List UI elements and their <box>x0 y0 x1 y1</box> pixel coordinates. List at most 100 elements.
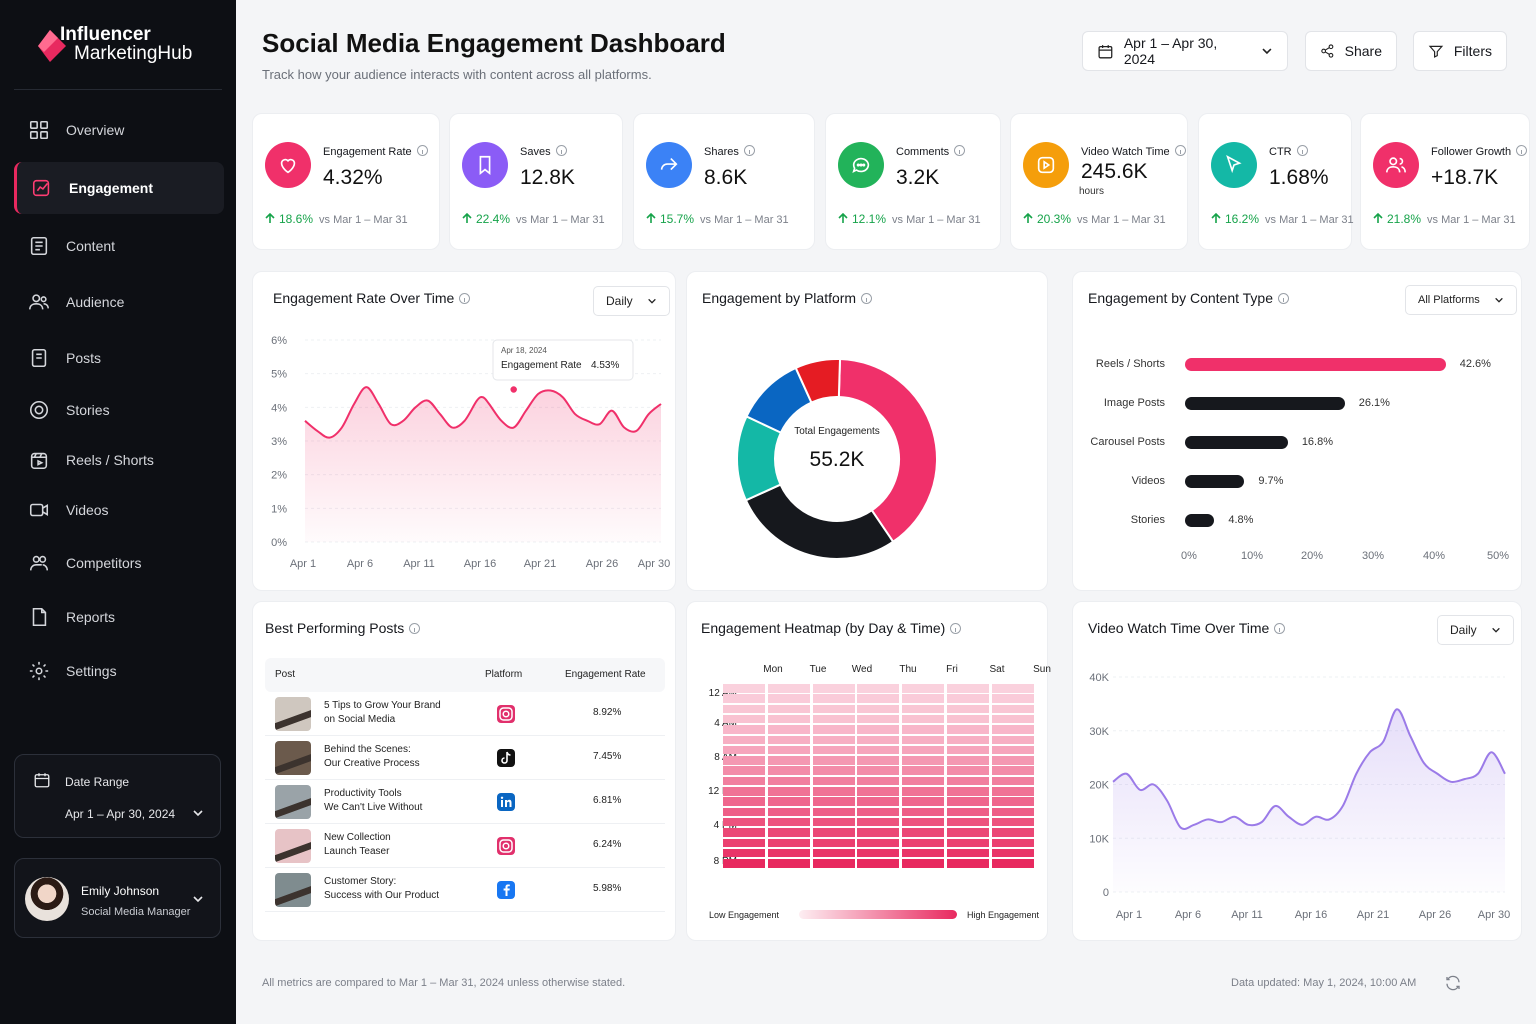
heatmap-cell[interactable] <box>947 766 989 775</box>
heatmap-cell[interactable] <box>767 848 810 858</box>
heatmap-cell[interactable] <box>723 766 765 775</box>
heatmap-cell[interactable] <box>947 735 989 744</box>
heatmap-cell[interactable] <box>947 787 989 796</box>
heatmap-cell[interactable] <box>857 684 900 693</box>
heatmap-cell[interactable] <box>947 756 989 765</box>
info-icon[interactable] <box>416 145 428 156</box>
kpi-card-comments[interactable]: Comments 3.2K 12.1% vs Mar 1 – Mar 31 <box>825 113 1001 250</box>
heatmap-cell[interactable] <box>902 859 945 868</box>
info-icon[interactable] <box>409 623 421 634</box>
heatmap-cell[interactable] <box>857 714 900 724</box>
heatmap-cell[interactable] <box>812 797 855 806</box>
info-icon[interactable] <box>555 145 567 156</box>
heatmap-cell[interactable] <box>902 828 945 837</box>
heatmap-cell[interactable] <box>857 704 900 714</box>
heatmap-cell[interactable] <box>723 807 765 817</box>
heatmap-cell[interactable] <box>723 684 765 693</box>
heatmap-cell[interactable] <box>812 848 855 858</box>
heatmap-cell[interactable] <box>723 745 765 755</box>
video-period-select[interactable]: Daily <box>1437 615 1514 645</box>
heatmap-cell[interactable] <box>991 787 1034 796</box>
heatmap-cell[interactable] <box>812 828 855 837</box>
heatmap-cell[interactable] <box>723 817 765 827</box>
heatmap-cell[interactable] <box>767 838 810 847</box>
date-range-picker[interactable]: Apr 1 – Apr 30, 2024 <box>1082 31 1288 71</box>
heatmap-cell[interactable] <box>991 735 1034 744</box>
sidebar-item-posts[interactable]: Posts <box>14 332 224 384</box>
kpi-card-video-watch-time[interactable]: Video Watch Time 245.6K hours 20.3% vs Mar 1… <box>1010 113 1188 250</box>
heatmap-cell[interactable] <box>991 828 1034 837</box>
heatmap-cell[interactable] <box>902 787 945 796</box>
heatmap-cell[interactable] <box>812 817 855 827</box>
heatmap-cell[interactable] <box>723 848 765 858</box>
heatmap-cell[interactable] <box>991 817 1034 827</box>
heatmap-cell[interactable] <box>947 828 989 837</box>
platform-filter-select[interactable]: All Platforms <box>1405 285 1517 315</box>
filters-button[interactable]: Filters <box>1413 31 1507 71</box>
heatmap-cell[interactable] <box>902 797 945 806</box>
heatmap-cell[interactable] <box>767 725 810 734</box>
content-bar-row[interactable]: Videos 9.7% <box>1073 472 1513 492</box>
sidebar-item-videos[interactable]: Videos <box>14 484 224 536</box>
heatmap-cell[interactable] <box>991 694 1034 703</box>
content-bar-row[interactable]: Carousel Posts 16.8% <box>1073 433 1513 453</box>
info-icon[interactable] <box>1274 623 1286 634</box>
heatmap-cell[interactable] <box>902 684 945 693</box>
heatmap-cell[interactable] <box>991 797 1034 806</box>
heatmap-cell[interactable] <box>767 704 810 714</box>
heatmap-cell[interactable] <box>902 848 945 858</box>
heatmap-cell[interactable] <box>991 838 1034 847</box>
heatmap-cell[interactable] <box>723 725 765 734</box>
heatmap-cell[interactable] <box>857 745 900 755</box>
heatmap-cell[interactable] <box>723 859 765 868</box>
heatmap-cell[interactable] <box>767 776 810 786</box>
table-row[interactable]: Behind the Scenes: Our Creative Process 7.… <box>265 736 665 780</box>
info-icon[interactable] <box>459 293 471 304</box>
engagement-rate-period-select[interactable]: Daily <box>593 286 670 316</box>
info-icon[interactable] <box>954 145 966 156</box>
brand-logo[interactable]: Influencer MarketingHub <box>34 22 214 68</box>
heatmap-cell[interactable] <box>947 776 989 786</box>
heatmap-cell[interactable] <box>812 838 855 847</box>
heatmap-cell[interactable] <box>902 817 945 827</box>
table-row[interactable]: 5 Tips to Grow Your Brand on Social Media… <box>265 692 665 736</box>
heatmap-cell[interactable] <box>947 714 989 724</box>
heatmap-cell[interactable] <box>947 797 989 806</box>
heatmap-cell[interactable] <box>991 848 1034 858</box>
heatmap-cell[interactable] <box>767 807 810 817</box>
heatmap-cell[interactable] <box>767 817 810 827</box>
heatmap-cell[interactable] <box>812 694 855 703</box>
content-bar-row[interactable]: Image Posts 26.1% <box>1073 394 1513 414</box>
heatmap-cell[interactable] <box>857 817 900 827</box>
heatmap-cell[interactable] <box>857 828 900 837</box>
heatmap-cell[interactable] <box>812 684 855 693</box>
heatmap-cell[interactable] <box>857 848 900 858</box>
heatmap-cell[interactable] <box>857 787 900 796</box>
heatmap-cell[interactable] <box>991 776 1034 786</box>
heatmap-cell[interactable] <box>857 838 900 847</box>
content-bar-row[interactable]: Reels / Shorts 42.6% <box>1073 355 1513 375</box>
heatmap-cell[interactable] <box>947 817 989 827</box>
info-icon[interactable] <box>1516 145 1528 156</box>
sidebar-item-stories[interactable]: Stories <box>14 384 224 436</box>
heatmap-cell[interactable] <box>857 776 900 786</box>
info-icon[interactable] <box>1296 145 1308 156</box>
heatmap-cell[interactable] <box>991 756 1034 765</box>
heatmap-cell[interactable] <box>857 725 900 734</box>
donut-slice-instagram[interactable] <box>837 358 938 544</box>
heatmap-cell[interactable] <box>902 745 945 755</box>
heatmap-cell[interactable] <box>991 807 1034 817</box>
heatmap-cell[interactable] <box>812 766 855 775</box>
heatmap-cell[interactable] <box>812 745 855 755</box>
heatmap-cell[interactable] <box>812 714 855 724</box>
heatmap-cell[interactable] <box>947 859 989 868</box>
sidebar-item-engagement[interactable]: Engagement <box>14 162 224 214</box>
heatmap-cell[interactable] <box>991 745 1034 755</box>
heatmap-cell[interactable] <box>767 756 810 765</box>
heatmap-cell[interactable] <box>767 684 810 693</box>
heatmap-cell[interactable] <box>723 704 765 714</box>
info-icon[interactable] <box>1174 145 1186 156</box>
heatmap-cell[interactable] <box>723 714 765 724</box>
heatmap-cell[interactable] <box>947 848 989 858</box>
heatmap-cell[interactable] <box>767 735 810 744</box>
